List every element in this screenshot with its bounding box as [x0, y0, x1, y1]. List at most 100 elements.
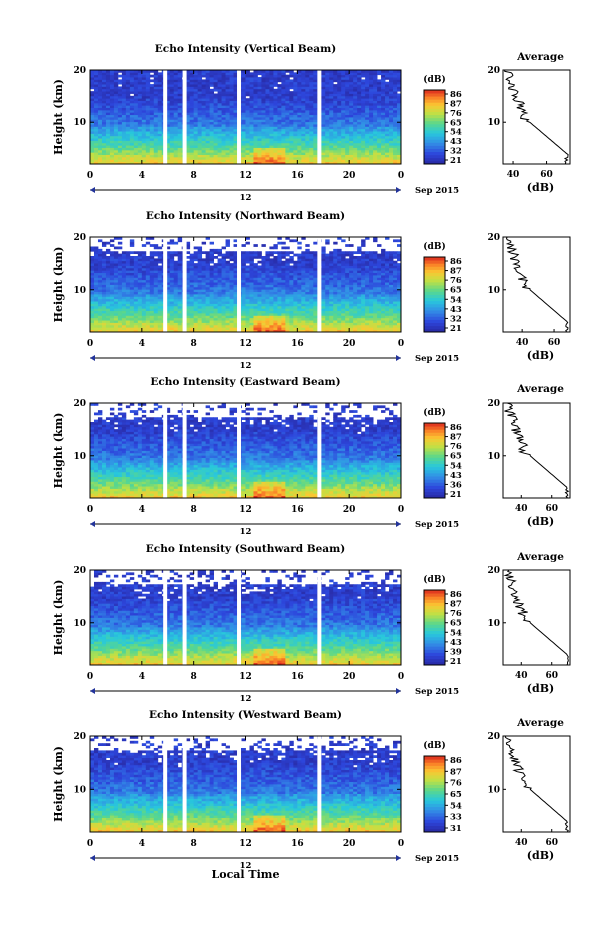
heatmap-cell [149, 107, 155, 111]
heatmap-cell [297, 131, 302, 134]
heatmap-cell [201, 145, 207, 148]
heatmap-cell [265, 324, 270, 328]
heatmap-cell [90, 296, 95, 300]
heatmap-cell [165, 128, 171, 132]
heatmap-cell [137, 270, 143, 274]
heatmap-cell [153, 329, 159, 333]
heatmap-cell [253, 114, 258, 118]
heatmap-cell [397, 138, 402, 141]
heatmap-cell [165, 308, 171, 312]
heatmap-cell [373, 93, 378, 97]
heatmap-cell [221, 84, 226, 87]
heatmap-cell [133, 301, 139, 304]
heatmap-cell [281, 91, 286, 94]
heatmap-cell [373, 70, 378, 73]
heatmap-cell [145, 109, 151, 113]
heatmap-cell [97, 315, 103, 319]
heatmap-cell [133, 277, 139, 281]
heatmap-cell [257, 156, 262, 160]
heatmap-cell [205, 260, 211, 264]
heatmap-cell [257, 320, 262, 323]
heatmap-cell [209, 251, 215, 255]
heatmap-cell [121, 142, 127, 146]
heatmap-cell [121, 100, 127, 104]
heatmap-cell [217, 279, 222, 283]
heatmap-cell [90, 81, 95, 85]
heatmap-cell [285, 308, 290, 312]
heatmap-cell [205, 86, 211, 90]
heatmap-cell [361, 161, 366, 165]
heatmap-cell [241, 86, 246, 90]
heatmap-cell [109, 100, 115, 104]
heatmap-cell [137, 275, 143, 278]
heatmap-cell [93, 145, 99, 148]
heatmap-cell [129, 313, 135, 316]
heatmap-cell [90, 147, 95, 151]
heatmap-cell [173, 282, 179, 285]
heatmap-cell [169, 149, 175, 153]
heatmap-cell [241, 74, 246, 78]
heatmap-cell [285, 107, 290, 111]
heatmap-cell [141, 289, 147, 293]
heatmap-cell [293, 131, 298, 134]
heatmap-cell [285, 237, 290, 240]
heatmap-cell [209, 161, 215, 165]
heatmap-cell [257, 152, 262, 155]
heatmap-cell [281, 256, 286, 259]
heatmap-cell [197, 289, 203, 293]
heatmap-cell [285, 270, 290, 274]
heatmap-cell [213, 70, 218, 73]
heatmap-cell [397, 114, 402, 118]
heatmap-cell [93, 246, 99, 250]
heatmap-cell [233, 313, 238, 316]
heatmap-cell [377, 145, 382, 148]
heatmap-cell [301, 91, 306, 94]
heatmap-cell [109, 119, 115, 123]
heatmap-cell [90, 133, 95, 137]
heatmap-cell [233, 301, 238, 304]
heatmap-cell [205, 303, 211, 307]
heatmap-cell [293, 114, 298, 118]
heatmap-cell [229, 327, 234, 331]
heatmap-cell [345, 124, 350, 127]
heatmap-cell [205, 161, 211, 165]
heatmap-cell [389, 107, 394, 111]
heatmap-cell [97, 279, 103, 283]
heatmap-cell [213, 77, 218, 80]
heatmap-cell [325, 91, 330, 94]
heatmap-cell [393, 126, 398, 130]
heatmap-cell [277, 241, 282, 245]
heatmap-cell [329, 140, 334, 144]
heatmap-cell [157, 308, 163, 312]
heatmap-cell [189, 121, 195, 125]
colorbar-tick-label: 65 [450, 118, 462, 128]
heatmap-cell [265, 93, 270, 97]
heatmap-cell [90, 305, 95, 309]
heatmap-cell [309, 105, 314, 108]
heatmap-cell [145, 100, 151, 104]
heatmap-cell [337, 114, 342, 118]
heatmap-cell [129, 270, 135, 274]
heatmap-cell [217, 72, 222, 76]
heatmap-cell [373, 86, 378, 90]
heatmap-cell [289, 329, 294, 333]
heatmap-cell [129, 119, 135, 123]
heatmap-cell [133, 270, 139, 274]
heatmap-cell [289, 142, 294, 146]
heatmap-cell [173, 310, 179, 314]
heatmap-cell [201, 270, 207, 274]
heatmap-cell [189, 84, 195, 87]
heatmap-cell [245, 79, 250, 83]
heatmap-cell [125, 263, 131, 266]
heatmap-cell [93, 95, 99, 99]
heatmap-cell [117, 265, 123, 269]
heatmap-cell [121, 270, 127, 274]
heatmap-cell [193, 291, 199, 295]
heatmap-cell [253, 265, 258, 269]
heatmap-cell [153, 327, 159, 331]
heatmap-cell [101, 126, 107, 130]
heatmap-cell [129, 152, 135, 155]
heatmap-cell [197, 107, 203, 111]
heatmap-cell [353, 114, 358, 118]
heatmap-cell [285, 105, 290, 108]
